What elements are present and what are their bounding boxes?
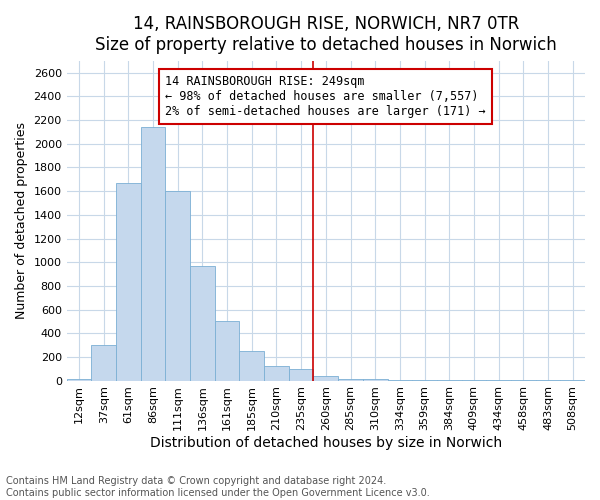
Text: Contains HM Land Registry data © Crown copyright and database right 2024.
Contai: Contains HM Land Registry data © Crown c… [6,476,430,498]
Text: 14 RAINSBOROUGH RISE: 249sqm
← 98% of detached houses are smaller (7,557)
2% of : 14 RAINSBOROUGH RISE: 249sqm ← 98% of de… [166,75,486,118]
Bar [215,322,239,380]
Bar [338,379,363,380]
Bar [91,345,116,380]
Bar [289,368,313,380]
Bar [264,366,289,380]
Bar [313,376,338,380]
Bar [190,266,215,380]
Bar [116,183,141,380]
Bar [141,127,166,380]
Y-axis label: Number of detached properties: Number of detached properties [15,122,28,319]
Bar [67,379,91,380]
Bar [239,351,264,380]
Bar [166,191,190,380]
Title: 14, RAINSBOROUGH RISE, NORWICH, NR7 0TR
Size of property relative to detached ho: 14, RAINSBOROUGH RISE, NORWICH, NR7 0TR … [95,15,557,54]
X-axis label: Distribution of detached houses by size in Norwich: Distribution of detached houses by size … [150,436,502,450]
